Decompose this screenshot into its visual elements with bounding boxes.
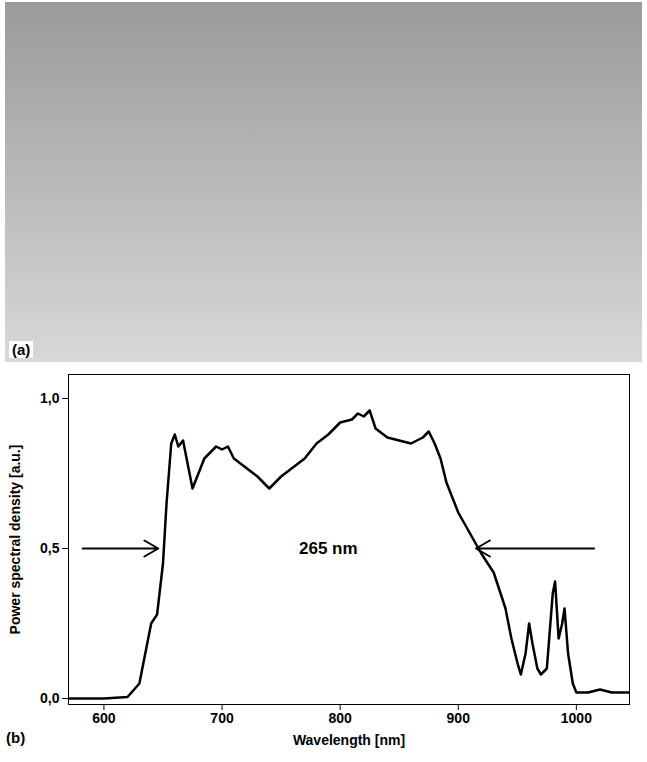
svg-text:900: 900 (447, 710, 471, 726)
svg-text:600: 600 (92, 710, 116, 726)
svg-text:Power spectral density [a.u.]: Power spectral density [a.u.] (7, 445, 23, 635)
svg-text:0,0: 0,0 (40, 690, 60, 706)
svg-text:Wavelength [nm]: Wavelength [nm] (293, 732, 405, 748)
html-text:(a): (a) (12, 341, 31, 358)
svg-text:0,5: 0,5 (40, 540, 60, 556)
svg-text:1000: 1000 (561, 710, 592, 726)
svg-text:265 nm: 265 nm (299, 539, 358, 558)
svg-text:1,0: 1,0 (40, 390, 60, 406)
svg-text:800: 800 (328, 710, 352, 726)
svg-text:700: 700 (210, 710, 234, 726)
html-text:(b): (b) (6, 729, 26, 746)
